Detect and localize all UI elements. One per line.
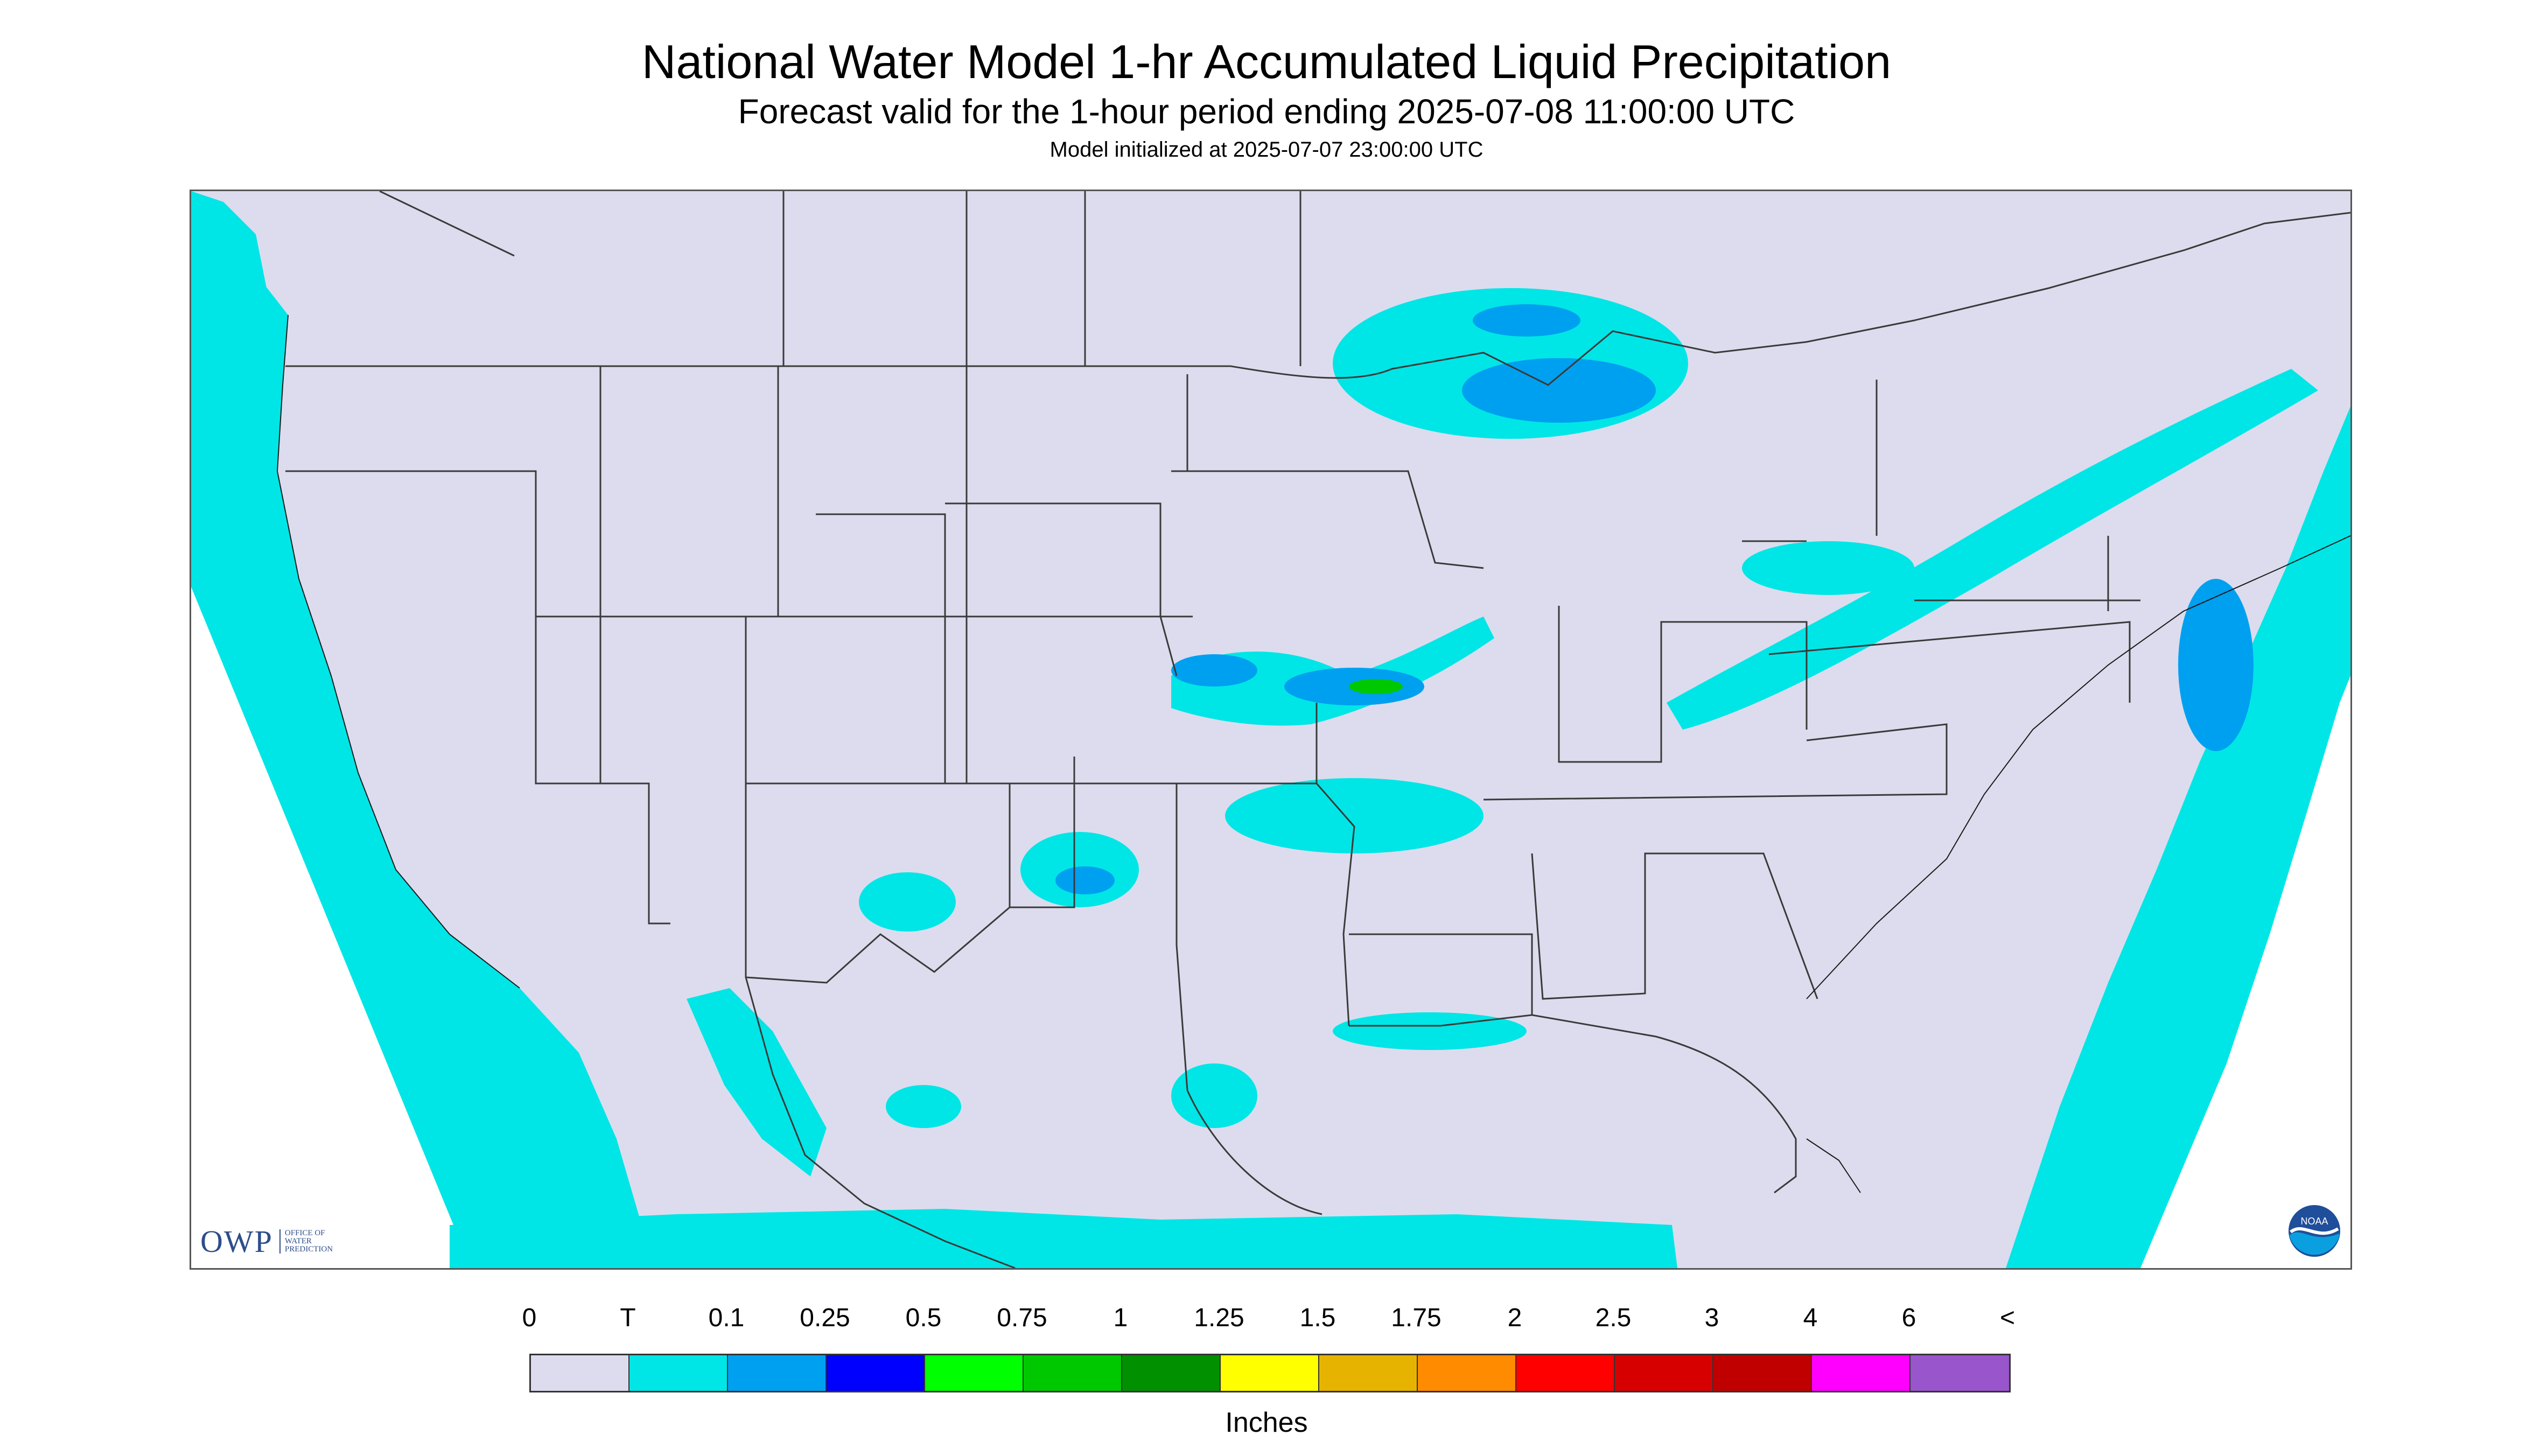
- legend-swatch: [1911, 1355, 2009, 1391]
- legend-tick-label: 0.75: [997, 1304, 1047, 1332]
- map-title: National Water Model 1-hr Accumulated Li…: [641, 35, 1892, 88]
- legend-tick-label: 1.5: [1299, 1304, 1336, 1332]
- model-init-line: Model initialized at 2025-07-07 23:00:00…: [1049, 138, 1484, 162]
- legend-tick-label: 1.75: [1391, 1304, 1442, 1332]
- legend-swatch: [1713, 1355, 1812, 1391]
- legend-tick-label: T: [620, 1304, 636, 1332]
- legend-swatch: [531, 1355, 629, 1391]
- legend-tick-label: 4: [1803, 1304, 1818, 1332]
- legend-swatch: [1812, 1355, 1911, 1391]
- legend-units: Inches: [1225, 1407, 1308, 1438]
- legend-swatch: [1122, 1355, 1221, 1391]
- legend-swatch: [1516, 1355, 1615, 1391]
- map-canvas: [191, 191, 2350, 1268]
- owp-logo: OWP OFFICE OF WATER PREDICTION: [200, 1223, 333, 1259]
- legend-tick-label: 6: [1901, 1304, 1916, 1332]
- legend-swatch: [1319, 1355, 1418, 1391]
- legend-swatch: [728, 1355, 827, 1391]
- gulf-coast-precip: [1333, 1012, 1527, 1050]
- pacific-precip-band: [191, 245, 654, 1268]
- mexico-precip-area: [687, 988, 827, 1177]
- legend-swatch: [1418, 1355, 1516, 1391]
- owp-office-text: OFFICE OF WATER PREDICTION: [279, 1229, 333, 1254]
- legend-swatch: [925, 1355, 1024, 1391]
- svg-text:NOAA: NOAA: [2300, 1216, 2328, 1227]
- legend-tick-label: 0.5: [905, 1304, 942, 1332]
- atlantic-precip-band: [2006, 407, 2350, 1268]
- legend-colorbar: [529, 1354, 2011, 1392]
- map-subtitle: Forecast valid for the 1-hour period end…: [738, 92, 1795, 131]
- owp-wordmark: OWP: [200, 1224, 273, 1259]
- legend-tick-label: <: [1999, 1304, 2016, 1332]
- legend-swatch: [1024, 1355, 1122, 1391]
- legend-tick-label: 2: [1507, 1304, 1522, 1332]
- legend-swatch: [1615, 1355, 1713, 1391]
- coastlines: [276, 314, 2350, 1193]
- legend-tick-label: 3: [1704, 1304, 1719, 1332]
- legend-tick-label: 1.25: [1194, 1304, 1244, 1332]
- northeast-precip-band: [1667, 369, 2318, 730]
- precipitation-map: [190, 190, 2352, 1270]
- legend-swatch: [629, 1355, 728, 1391]
- coastal-precip-west: [191, 191, 267, 299]
- legend-tick-label: 0: [522, 1304, 537, 1332]
- legend-swatch: [827, 1355, 925, 1391]
- southern-precip-strip: [450, 1209, 1677, 1268]
- legend-labels: 0 T 0.1 0.25 0.5 0.75 1 1.25 1.5 1.75 2 2.5 3 4 6 <: [0, 1303, 2533, 1341]
- noaa-logo: NOAA: [2289, 1205, 2340, 1257]
- legend-tick-label: 0.1: [708, 1304, 745, 1332]
- boundary-lines: [285, 191, 2350, 1268]
- legend-swatch: [1221, 1355, 1319, 1391]
- legend-tick-label: 0.25: [800, 1304, 850, 1332]
- legend-tick-label: 2.5: [1595, 1304, 1632, 1332]
- legend-tick-label: 1: [1113, 1304, 1128, 1332]
